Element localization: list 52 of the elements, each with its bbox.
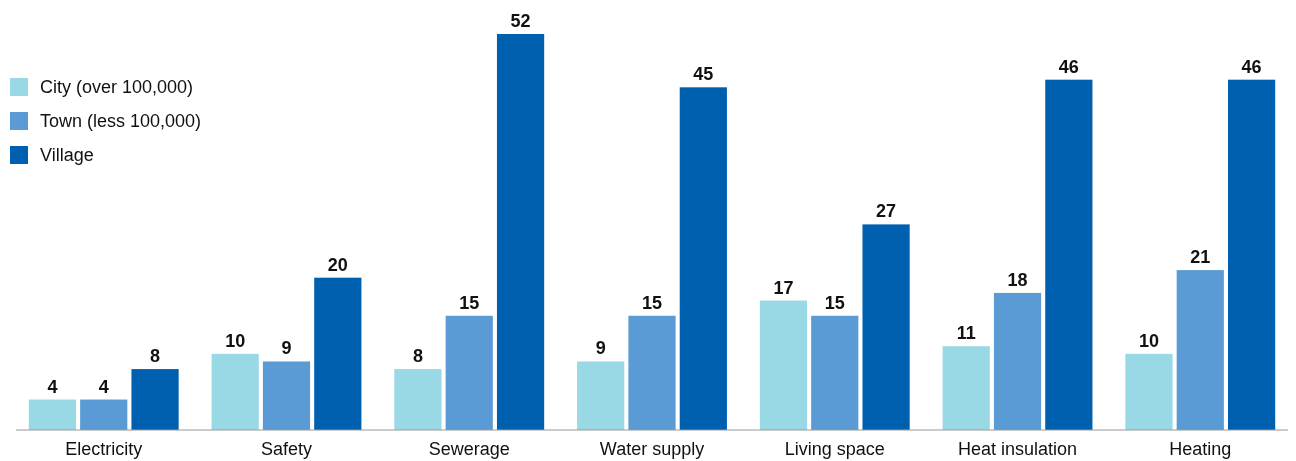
bar xyxy=(262,361,311,430)
bar xyxy=(211,353,259,430)
x-tick-label: Heating xyxy=(1169,439,1232,459)
data-label: 15 xyxy=(459,292,480,313)
data-label: 45 xyxy=(693,64,714,85)
data-label: 9 xyxy=(281,338,292,359)
bar xyxy=(80,399,128,430)
bar xyxy=(679,87,727,430)
bar xyxy=(1176,270,1224,430)
bar xyxy=(811,315,859,430)
legend-label: Village xyxy=(40,145,94,165)
x-tick-label: Water supply xyxy=(599,439,705,459)
data-label: 17 xyxy=(773,277,794,298)
data-label: 18 xyxy=(1007,269,1028,290)
bar xyxy=(445,315,493,430)
data-label: 9 xyxy=(595,338,606,359)
bar xyxy=(759,300,808,430)
x-tick-label: Living space xyxy=(784,439,885,459)
legend-label: City (over 100,000) xyxy=(40,77,194,97)
data-label: 4 xyxy=(47,376,58,397)
data-label: 15 xyxy=(641,292,663,313)
data-label: 15 xyxy=(824,292,845,313)
x-tick-label: Safety xyxy=(260,439,312,459)
x-tick-label: Electricity xyxy=(65,439,143,459)
data-label: 27 xyxy=(876,201,897,222)
data-label: 8 xyxy=(150,346,161,367)
bar xyxy=(577,361,625,430)
legend-label: Town (less 100,000) xyxy=(40,111,202,131)
data-label: 46 xyxy=(1241,56,1262,77)
bar xyxy=(1227,79,1276,430)
x-tick-label: Heat insulation xyxy=(957,439,1078,459)
bar xyxy=(314,277,362,430)
bar xyxy=(1125,353,1173,430)
data-label: 10 xyxy=(1138,330,1159,351)
bar xyxy=(394,369,442,430)
x-tick-label: Sewerage xyxy=(428,439,510,459)
bar xyxy=(131,369,179,430)
bar xyxy=(993,292,1042,430)
bar xyxy=(1045,79,1093,430)
data-label: 10 xyxy=(225,330,246,351)
bar xyxy=(496,34,545,430)
bar xyxy=(942,346,990,430)
data-label: 11 xyxy=(956,323,976,344)
data-label: 20 xyxy=(327,254,348,275)
data-label: 21 xyxy=(1190,247,1211,268)
data-label: 52 xyxy=(510,11,531,31)
bar xyxy=(28,399,77,430)
data-label: 4 xyxy=(98,376,109,397)
bar xyxy=(862,224,910,430)
data-label: 8 xyxy=(412,346,423,367)
bar xyxy=(628,315,676,430)
data-label: 46 xyxy=(1058,56,1079,77)
